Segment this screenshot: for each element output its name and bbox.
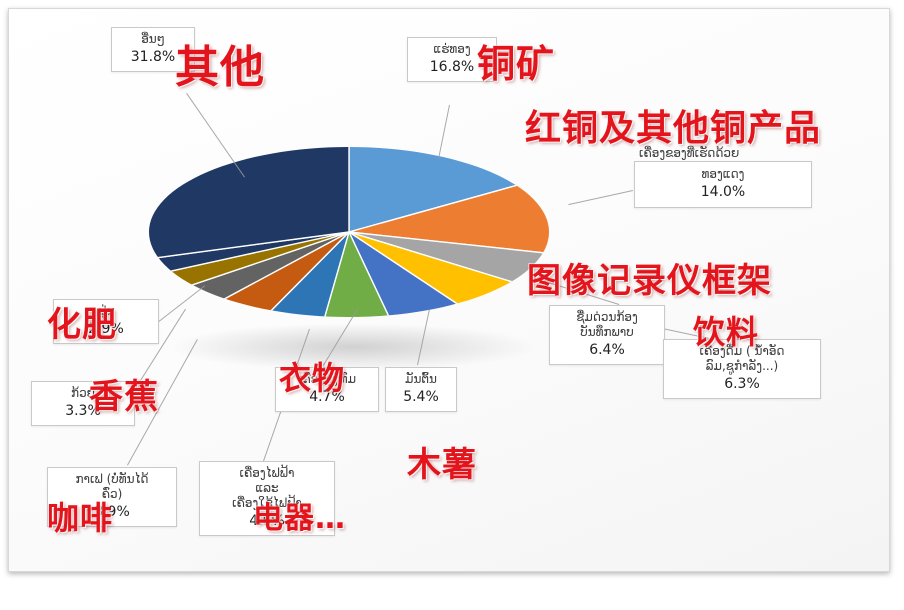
callout-copper-ore: ແຮ່ທອງ 16.8%	[407, 37, 497, 82]
leader-line	[568, 190, 633, 205]
callout-coffee-value: 3.9%	[94, 504, 130, 520]
annotation-coffee: 咖啡	[47, 499, 114, 537]
pie-shadow	[169, 323, 539, 371]
annotation-fertilizer: 化肥	[47, 305, 117, 345]
annotation-beverage: 饮料	[693, 313, 760, 351]
callout-beverage-label: ລົມ,ຊູກຳລັງ...)	[705, 359, 779, 373]
callout-recorder-label-top: ຊື່ມດ່ວນກ້ອງ	[576, 310, 638, 324]
callout-other: ອື່ນໆ 31.8%	[111, 27, 195, 72]
callout-appliance-value: 4.6%	[249, 513, 285, 529]
callout-coffee-label: ຄົ່ວ)	[101, 487, 123, 501]
callout-appliance-label: ເຄື່ອງໃຊ້ໄຟຟ້າ	[232, 496, 302, 510]
callout-cassava: ມັນຕົ້ນ 5.4%	[385, 367, 457, 412]
callout-copper-ore-label: ແຮ່ທອງ	[433, 42, 471, 56]
callout-clothing-label: ເຄື່ອງນຸ່ງຫົ່ມ	[297, 372, 357, 386]
callout-other-value: 31.8%	[130, 49, 176, 65]
callout-copper-products-label-top: ເຄື່ອງຂອງທີ່ເຮັດດ້ວຍ	[639, 146, 740, 160]
callout-appliance: ເຄື່ອງໄຟຟ້າ ແລະ ເຄື່ອງໃຊ້ໄຟຟ້າ 4.6%	[199, 461, 335, 536]
callout-cassava-label: ມັນຕົ້ນ	[405, 372, 437, 386]
callout-appliance-label-mid: ແລະ	[255, 481, 279, 495]
callout-fertilizer-label: ຝຸ່ນ	[97, 304, 115, 318]
callout-coffee-label-top: ກາເຟ (ບໍ່ທັນໄດ້	[75, 472, 149, 486]
callout-beverage-label-top: ເຄື່ອງດື່ມ ( ນໍ້າອັດ	[699, 344, 785, 358]
callout-appliance-label-top: ເຄື່ອງໄຟຟ້າ	[239, 466, 295, 480]
callout-recorder-label: ບັນທຶກພາບ	[580, 325, 634, 339]
annotation-cassava: 木薯	[407, 445, 477, 485]
callout-clothing-value: 4.7%	[309, 389, 345, 405]
annotation-banana: 香蕉	[89, 377, 159, 417]
annotation-copper-products: 红铜及其他铜产品	[525, 108, 822, 149]
pie-3d-top	[149, 147, 549, 317]
callout-copper-products-label: ທອງແດງ	[701, 167, 745, 181]
callout-banana-value: 3.3%	[65, 403, 101, 419]
callout-recorder: ຊື່ມດ່ວນກ້ອງ ບັນທຶກພາບ 6.4%	[549, 305, 665, 365]
callout-clothing: ເຄື່ອງນຸ່ງຫົ່ມ 4.7%	[275, 367, 379, 412]
callout-fertilizer: ຝຸ່ນ 2.9%	[53, 299, 159, 344]
chart-plate: ອື່ນໆ 31.8% ແຮ່ທອງ 16.8% ທອງແດງ 14.0% ເຄ…	[9, 9, 889, 571]
callout-copper-products-value: 14.0%	[700, 184, 746, 200]
callout-banana: ກ້ວຍ 3.3%	[31, 381, 135, 426]
annotation-other: 其他	[175, 42, 265, 93]
callout-other-label: ອື່ນໆ	[141, 32, 165, 46]
callout-banana-label: ກ້ວຍ	[71, 386, 95, 400]
annotation-appliance: 电器…	[253, 501, 346, 536]
annotation-clothing: 衣物	[279, 359, 346, 397]
image-frame: ອື່ນໆ 31.8% ແຮ່ທອງ 16.8% ທອງແດງ 14.0% ເຄ…	[8, 8, 890, 572]
callout-fertilizer-value: 2.9%	[88, 321, 124, 337]
annotation-recorder: 图像记录仪框架	[527, 261, 772, 301]
callout-coffee: ກາເຟ (ບໍ່ທັນໄດ້ ຄົ່ວ) 3.9%	[47, 467, 177, 527]
callout-copper-products: ທອງແດງ 14.0%	[634, 161, 812, 208]
callout-copper-ore-value: 16.8%	[429, 59, 475, 75]
pie-chart	[135, 127, 565, 377]
callout-beverage: ເຄື່ອງດື່ມ ( ນໍ້າອັດ ລົມ,ຊູກຳລັງ...) 6.3…	[663, 339, 821, 399]
callout-beverage-value: 6.3%	[724, 376, 760, 392]
callout-cassava-value: 5.4%	[403, 389, 439, 405]
annotation-copper-ore: 铜矿	[477, 42, 556, 86]
callout-recorder-value: 6.4%	[589, 342, 625, 358]
